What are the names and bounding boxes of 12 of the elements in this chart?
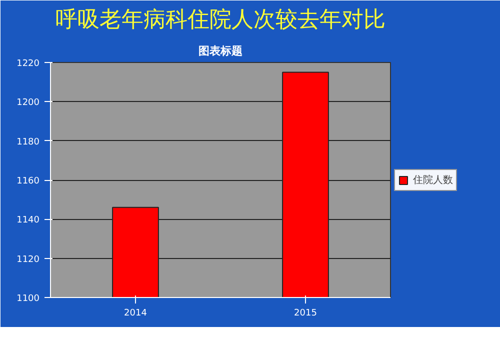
y-tick-label: 1180 (16, 137, 40, 148)
legend-label: 住院人数 (413, 174, 453, 186)
y-tick-label: 1160 (16, 176, 40, 186)
y-tick-label: 1100 (16, 294, 40, 304)
y-tick-label: 1140 (16, 216, 40, 226)
chart-title: 呼吸老年病科住院人次较去年对比 (56, 8, 386, 32)
y-tick-label: 1120 (16, 254, 40, 265)
chart-subtitle: 图表标题 (198, 44, 242, 58)
x-tick-label: 2015 (294, 308, 317, 318)
y-tick-label: 1220 (16, 59, 40, 69)
y-tick-label: 1200 (16, 98, 40, 108)
x-tick-label: 2014 (124, 308, 148, 318)
